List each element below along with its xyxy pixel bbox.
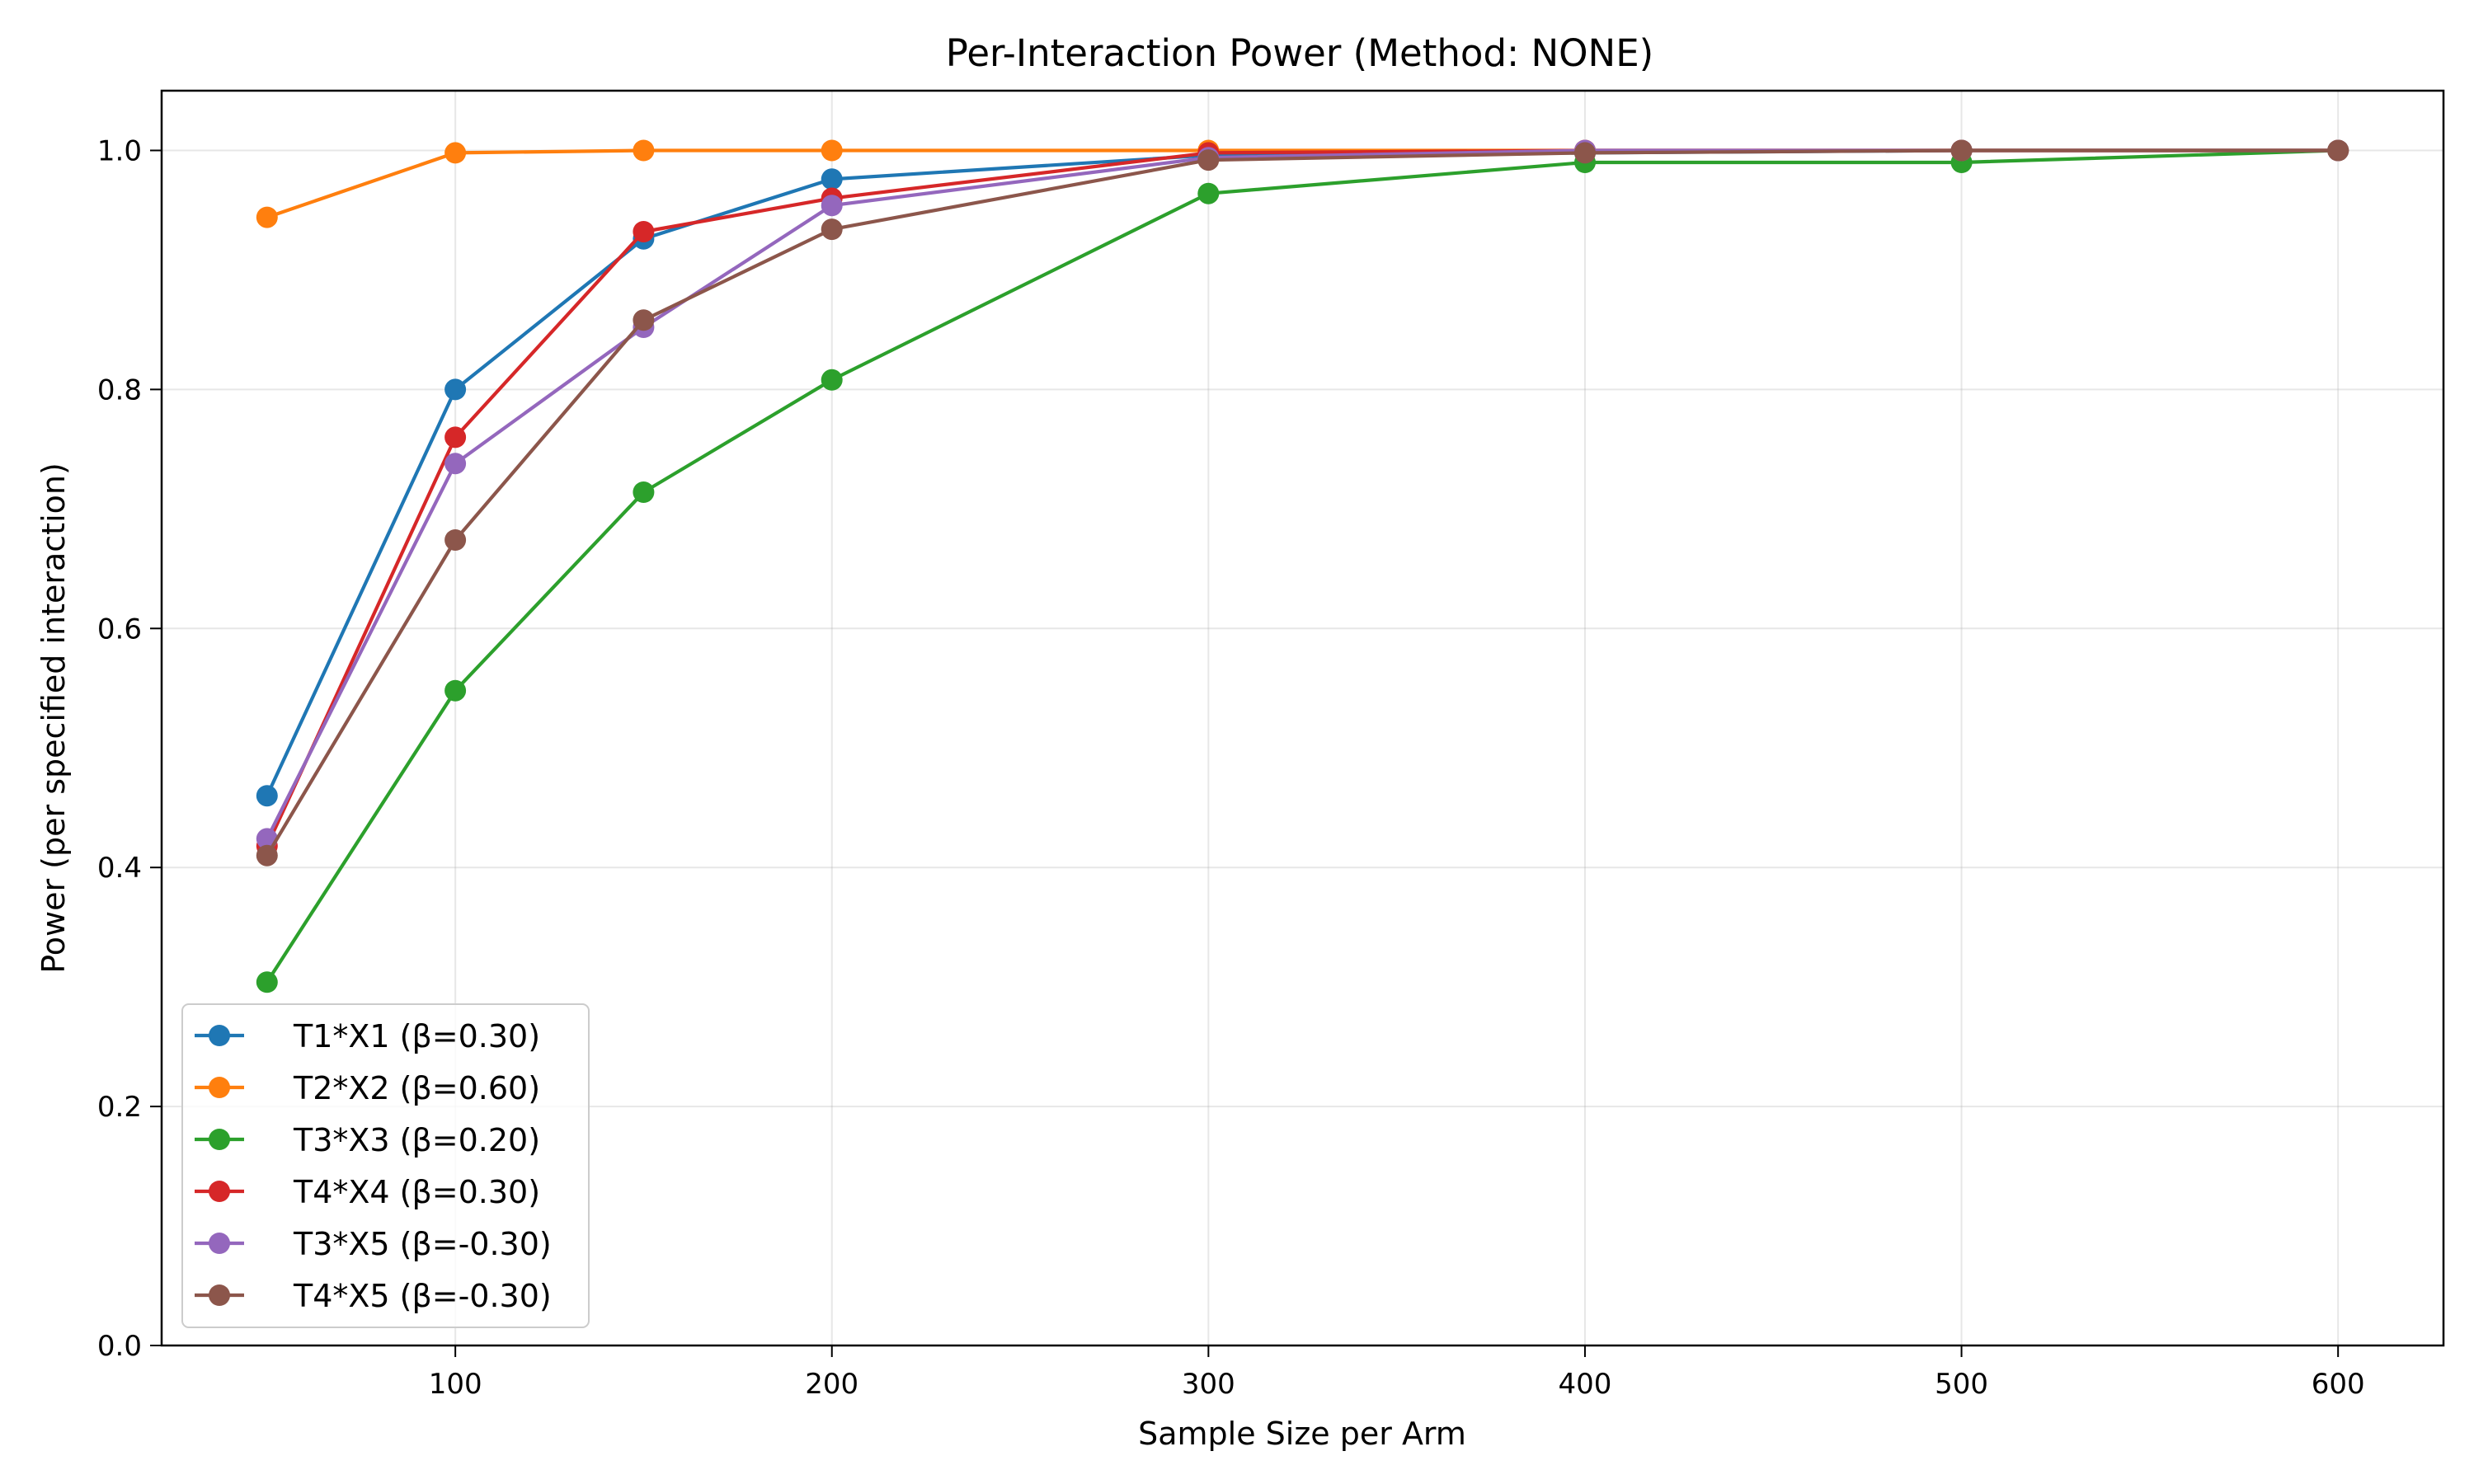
- series-layer: [256, 139, 2349, 993]
- legend-label: T4*X4 (β=0.30): [293, 1174, 540, 1210]
- data-point: [821, 369, 843, 391]
- legend-marker: [209, 1077, 230, 1098]
- legend-item: T1*X1 (β=0.30): [195, 1018, 540, 1054]
- series-line: [265, 148, 2340, 857]
- legend-item: T2*X2 (β=0.60): [195, 1070, 540, 1106]
- data-point: [444, 142, 467, 164]
- data-point: [256, 844, 278, 866]
- series-line: [265, 148, 2340, 984]
- legend-item: T3*X5 (β=-0.30): [195, 1226, 552, 1262]
- data-point: [444, 529, 467, 551]
- data-point: [444, 426, 467, 448]
- data-point: [821, 218, 843, 241]
- y-tick-label: 0.4: [97, 852, 142, 885]
- data-point: [1574, 142, 1596, 164]
- legend-label: T2*X2 (β=0.60): [293, 1070, 540, 1106]
- x-tick-label: 400: [1558, 1368, 1611, 1401]
- y-tick-label: 1.0: [97, 134, 142, 167]
- y-tick-label: 0.6: [97, 613, 142, 646]
- legend-label: T4*X5 (β=-0.30): [293, 1278, 552, 1314]
- data-point: [633, 481, 655, 503]
- legend-box: [181, 1003, 590, 1328]
- x-tick-label: 200: [805, 1368, 858, 1401]
- data-point: [821, 168, 843, 190]
- legend-marker: [209, 1284, 230, 1306]
- legend-label: T3*X3 (β=0.20): [293, 1122, 540, 1158]
- data-point: [256, 206, 278, 228]
- data-point: [821, 139, 843, 162]
- data-point: [444, 378, 467, 401]
- legend-marker: [209, 1129, 230, 1150]
- x-tick-label: 600: [2312, 1368, 2365, 1401]
- data-point: [633, 221, 655, 242]
- data-point: [633, 139, 655, 162]
- data-point: [1197, 182, 1220, 204]
- data-point: [444, 679, 467, 702]
- x-axis: 100 200 300 400 500 600: [429, 1345, 2365, 1401]
- x-tick-label: 100: [429, 1368, 482, 1401]
- data-point: [2327, 139, 2349, 162]
- data-point: [256, 971, 278, 993]
- plot-frame: [160, 89, 2445, 1347]
- x-tick-label: 300: [1182, 1368, 1235, 1401]
- data-point: [444, 453, 467, 475]
- data-point: [1950, 139, 1973, 162]
- legend-item: T4*X4 (β=0.30): [195, 1174, 540, 1210]
- legend-label: T3*X5 (β=-0.30): [293, 1226, 552, 1262]
- y-axis-label: Power (per specified interaction): [35, 463, 72, 974]
- legend-marker: [209, 1025, 230, 1046]
- series-6: [256, 139, 2349, 866]
- x-tick-label: 500: [1935, 1368, 1988, 1401]
- data-point: [1197, 149, 1220, 171]
- y-tick-label: 0.8: [97, 373, 142, 406]
- data-point: [633, 309, 655, 331]
- legend-marker: [209, 1233, 230, 1254]
- legend-marker: [209, 1181, 230, 1202]
- y-tick-label: 0.2: [97, 1091, 142, 1124]
- data-point: [256, 785, 278, 807]
- legend: T1*X1 (β=0.30) T2*X2 (β=0.60) T3*X3 (β=0.2…: [181, 1003, 590, 1328]
- legend-item: T4*X5 (β=-0.30): [195, 1278, 552, 1314]
- y-axis: 0.0 0.2 0.4 0.6 0.8 1.0: [97, 134, 162, 1363]
- legend-item: T3*X3 (β=0.20): [195, 1122, 540, 1158]
- x-axis-label: Sample Size per Arm: [1138, 1416, 1466, 1452]
- series-3: [256, 139, 2349, 993]
- y-tick-label: 0.0: [97, 1330, 142, 1363]
- data-point: [821, 195, 843, 217]
- chart-title: Per-Interaction Power (Method: NONE): [946, 31, 1653, 75]
- legend-label: T1*X1 (β=0.30): [293, 1018, 540, 1054]
